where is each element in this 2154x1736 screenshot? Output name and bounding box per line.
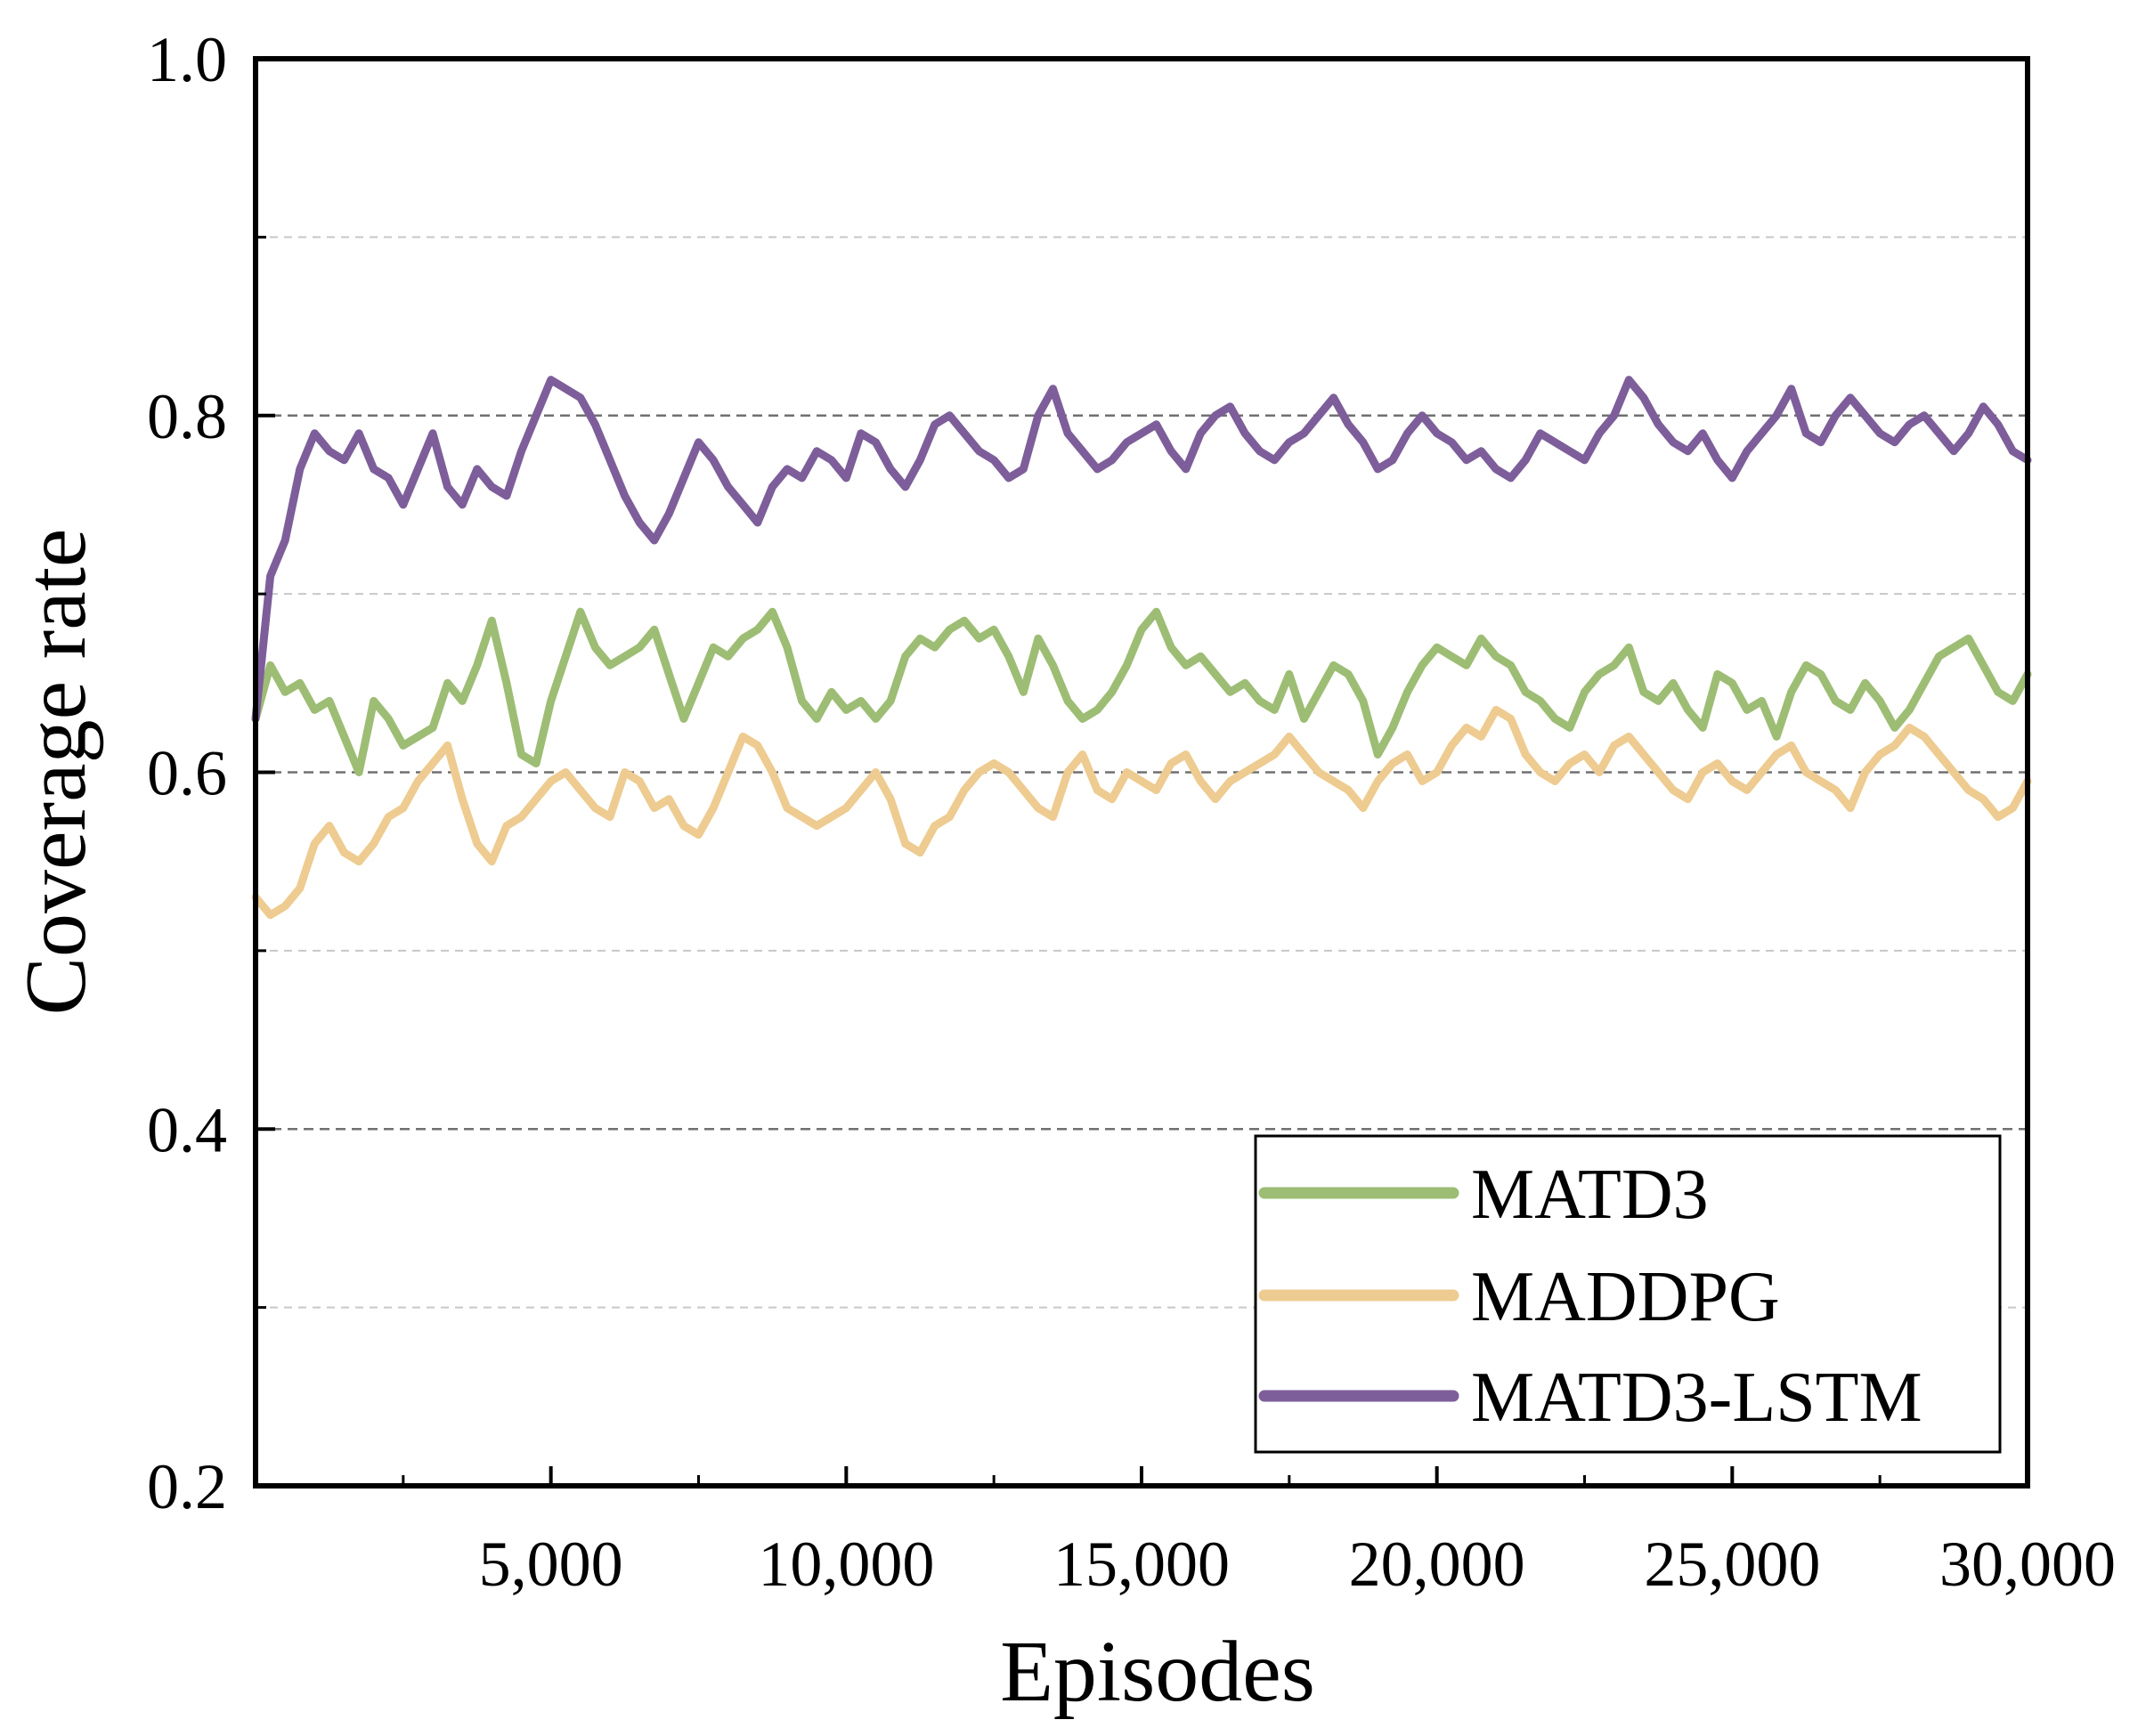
x-tick-label: 25,000 — [1644, 1529, 1820, 1600]
data-series — [251, 376, 2032, 920]
y-tick-label: 0.2 — [147, 1451, 227, 1522]
x-axis-title: Episodes — [1000, 1624, 1315, 1720]
x-tick-label: 15,000 — [1053, 1529, 1230, 1600]
axis-tick-labels: 5,000 10,000 15,000 20,000 25,000 30,000 0.2 0.… — [147, 24, 2116, 1600]
legend-label-maddpg: MADDPG — [1471, 1258, 1780, 1336]
series-line-matd3-lstm — [251, 376, 2032, 723]
y-axis-title: Coverage rate — [8, 529, 104, 1016]
x-tick-label: 30,000 — [1939, 1529, 2116, 1600]
x-tick-label: 20,000 — [1349, 1529, 1525, 1600]
x-tick-label: 5,000 — [479, 1529, 623, 1600]
series-line-matd3 — [251, 607, 2032, 776]
legend: MATD3 MADDPG MATD3-LSTM — [1254, 1134, 2002, 1454]
legend-label-matd3: MATD3 — [1471, 1156, 1709, 1234]
series-line-maddpg — [251, 705, 2032, 920]
grid-lines — [256, 236, 2028, 1309]
y-tick-label: 1.0 — [147, 24, 227, 95]
axis-ticks — [256, 57, 2029, 1488]
y-tick-label: 0.8 — [147, 381, 227, 452]
y-tick-label: 0.6 — [147, 738, 227, 809]
legend-label-matd3-lstm: MATD3-LSTM — [1471, 1359, 1922, 1437]
y-tick-label: 0.4 — [147, 1094, 227, 1165]
x-tick-label: 10,000 — [758, 1529, 934, 1600]
